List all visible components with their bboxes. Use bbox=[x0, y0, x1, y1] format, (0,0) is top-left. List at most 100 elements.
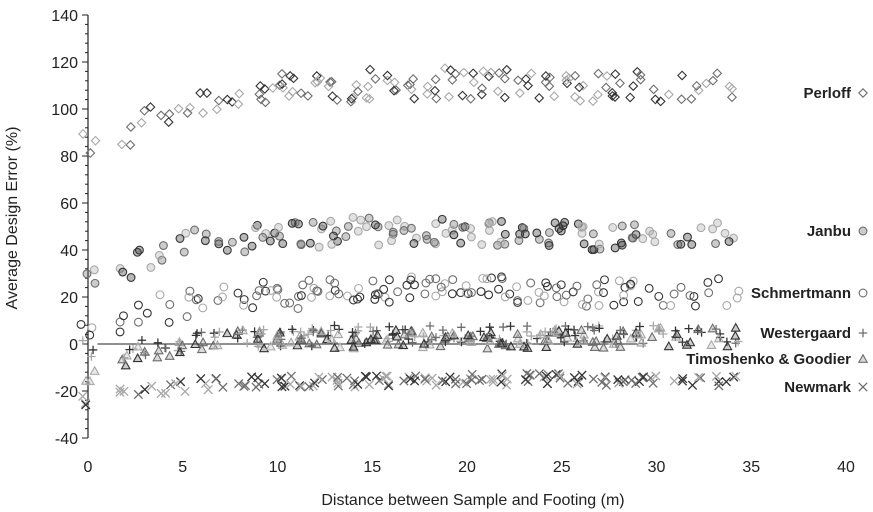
data-point bbox=[156, 110, 167, 121]
data-point bbox=[542, 379, 553, 389]
data-point bbox=[89, 265, 99, 275]
data-point bbox=[426, 331, 437, 341]
data-point bbox=[275, 231, 284, 241]
data-point bbox=[578, 335, 589, 346]
data-point bbox=[374, 240, 384, 250]
data-point bbox=[258, 232, 268, 242]
data-point bbox=[356, 215, 366, 225]
data-point bbox=[609, 300, 619, 310]
data-point bbox=[420, 374, 430, 384]
data-point bbox=[78, 129, 89, 139]
data-point bbox=[88, 345, 98, 355]
data-point bbox=[139, 346, 150, 356]
data-point bbox=[404, 327, 415, 337]
data-point bbox=[648, 84, 659, 95]
data-point bbox=[384, 297, 394, 307]
data-point bbox=[296, 239, 306, 249]
data-point bbox=[309, 283, 319, 293]
data-point bbox=[512, 328, 523, 338]
data-point bbox=[578, 80, 589, 91]
data-point bbox=[332, 372, 343, 383]
data-point bbox=[858, 88, 868, 98]
data-point bbox=[318, 221, 328, 231]
data-point bbox=[314, 242, 324, 252]
data-point bbox=[575, 95, 586, 106]
x-tick-label: 0 bbox=[84, 459, 93, 476]
data-point bbox=[309, 378, 320, 388]
data-point bbox=[211, 374, 221, 384]
data-point bbox=[276, 373, 287, 383]
data-point bbox=[233, 99, 244, 110]
series-label: Janbu bbox=[807, 223, 851, 240]
data-point bbox=[272, 329, 283, 339]
data-point bbox=[601, 380, 612, 390]
data-point bbox=[695, 373, 706, 383]
data-point bbox=[421, 231, 431, 241]
data-point bbox=[116, 139, 127, 150]
data-point bbox=[431, 291, 441, 301]
data-point bbox=[655, 96, 666, 107]
data-point bbox=[447, 289, 457, 299]
data-point bbox=[125, 345, 134, 354]
data-point bbox=[539, 372, 549, 382]
data-point bbox=[328, 231, 338, 241]
data-point bbox=[308, 217, 318, 227]
data-point bbox=[289, 327, 298, 336]
data-point bbox=[599, 288, 608, 298]
data-point bbox=[163, 117, 174, 128]
data-point bbox=[493, 338, 505, 348]
data-point bbox=[201, 229, 211, 239]
data-point bbox=[174, 346, 185, 357]
data-point bbox=[663, 89, 674, 100]
data-point bbox=[326, 333, 337, 344]
data-point bbox=[272, 283, 282, 293]
data-point bbox=[601, 71, 612, 82]
data-point bbox=[445, 372, 455, 382]
data-point bbox=[497, 371, 508, 381]
data-point bbox=[497, 217, 506, 226]
data-point bbox=[353, 379, 363, 389]
data-point bbox=[574, 82, 585, 93]
data-point bbox=[556, 333, 566, 343]
data-point bbox=[215, 327, 224, 337]
data-point bbox=[361, 336, 372, 347]
data-point bbox=[513, 296, 522, 306]
data-point bbox=[587, 336, 598, 346]
data-point bbox=[570, 70, 581, 81]
data-point bbox=[487, 273, 496, 283]
data-point bbox=[646, 331, 658, 342]
data-point bbox=[382, 371, 392, 381]
data-point bbox=[477, 374, 487, 384]
data-point bbox=[676, 282, 686, 292]
data-point bbox=[514, 88, 525, 99]
data-point bbox=[364, 93, 375, 104]
data-point bbox=[237, 324, 249, 335]
data-point bbox=[476, 287, 486, 297]
data-point bbox=[239, 232, 249, 242]
data-point bbox=[714, 376, 724, 387]
data-point bbox=[457, 323, 466, 332]
data-point bbox=[239, 295, 249, 304]
data-point bbox=[685, 291, 695, 300]
data-point bbox=[155, 290, 165, 300]
data-point bbox=[261, 286, 270, 296]
data-point bbox=[630, 220, 639, 230]
data-point bbox=[610, 69, 621, 80]
data-point bbox=[286, 371, 296, 381]
data-point bbox=[858, 288, 868, 298]
data-point bbox=[583, 294, 593, 304]
data-point bbox=[711, 371, 722, 381]
data-point bbox=[192, 329, 202, 338]
data-point bbox=[214, 237, 224, 246]
data-point bbox=[296, 291, 306, 300]
data-point bbox=[280, 298, 290, 308]
data-point bbox=[468, 77, 479, 88]
data-point bbox=[184, 102, 195, 113]
data-point bbox=[145, 102, 156, 113]
data-point bbox=[707, 75, 718, 86]
data-point bbox=[635, 74, 646, 85]
data-point bbox=[370, 220, 380, 230]
data-point bbox=[589, 326, 599, 335]
data-point bbox=[431, 380, 441, 390]
